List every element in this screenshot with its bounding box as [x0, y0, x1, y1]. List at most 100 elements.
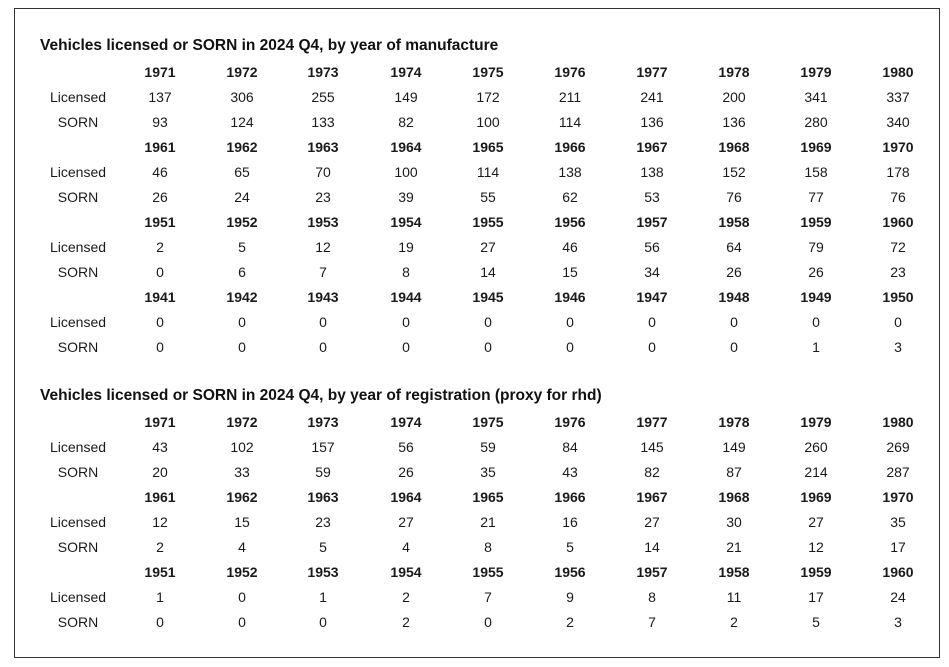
table-cell: 3 [894, 339, 902, 355]
year-header: 1955 [472, 564, 504, 580]
table-cell: 24 [234, 189, 250, 205]
table-cell: 82 [398, 114, 414, 130]
table-cell: 19 [398, 239, 414, 255]
table-cell: 14 [644, 539, 660, 555]
year-header: 1941 [144, 289, 176, 305]
year-header: 1977 [636, 64, 668, 80]
year-header: 1967 [636, 139, 668, 155]
table-cell: 0 [319, 339, 327, 355]
year-header: 1975 [472, 414, 504, 430]
year-header: 1952 [226, 214, 258, 230]
year-header: 1948 [718, 289, 750, 305]
table-cell: 0 [402, 314, 410, 330]
table-cell: 43 [152, 439, 168, 455]
year-header: 1956 [554, 214, 586, 230]
table-row: SORN 2 4 5 4 8 5 14 21 12 17 [0, 535, 949, 560]
year-header: 1975 [472, 64, 504, 80]
table-cell: 2 [402, 589, 410, 605]
table-cell: 12 [152, 514, 168, 530]
year-header: 1973 [307, 414, 339, 430]
row-label: Licensed [49, 314, 107, 330]
table-row: Licensed 0 0 0 0 0 0 0 0 0 0 [0, 310, 949, 335]
year-header-row: 1971 1972 1973 1974 1975 1976 1977 1978 1979 1980 [0, 410, 949, 435]
year-header: 1969 [800, 489, 832, 505]
table-cell: 133 [311, 114, 335, 130]
table-cell: 8 [402, 264, 410, 280]
table-cell: 4 [402, 539, 410, 555]
table-cell: 136 [640, 114, 664, 130]
table-cell: 17 [890, 539, 906, 555]
table-cell: 12 [315, 239, 331, 255]
table-cell: 27 [644, 514, 660, 530]
year-header: 1963 [307, 489, 339, 505]
table-cell: 23 [315, 189, 331, 205]
year-header: 1966 [554, 139, 586, 155]
table-cell: 46 [152, 164, 168, 180]
table-cell: 59 [480, 439, 496, 455]
table-cell: 27 [808, 514, 824, 530]
table-cell: 0 [730, 339, 738, 355]
year-header: 1951 [144, 214, 176, 230]
table-cell: 0 [730, 314, 738, 330]
table-row: Licensed 1 0 1 2 7 9 8 11 17 24 [0, 585, 949, 610]
year-header: 1976 [554, 64, 586, 80]
year-header: 1965 [472, 489, 504, 505]
table-cell: 20 [152, 464, 168, 480]
table-cell: 76 [726, 189, 742, 205]
table-cell: 102 [230, 439, 254, 455]
table-cell: 30 [726, 514, 742, 530]
table-row: SORN 0 0 0 0 0 0 0 0 1 3 [0, 335, 949, 360]
table-cell: 136 [722, 114, 746, 130]
table-cell: 53 [644, 189, 660, 205]
year-header: 1954 [390, 564, 422, 580]
table-cell: 56 [398, 439, 414, 455]
table-cell: 12 [808, 539, 824, 555]
table-cell: 241 [640, 89, 664, 105]
table-cell: 2 [156, 239, 164, 255]
table-cell: 11 [726, 589, 742, 605]
table-cell: 149 [722, 439, 746, 455]
table-cell: 0 [648, 339, 656, 355]
table-cell: 5 [812, 614, 820, 630]
table-cell: 9 [566, 589, 574, 605]
table-cell: 0 [156, 614, 164, 630]
table-cell: 211 [558, 89, 582, 105]
table-cell: 26 [808, 264, 824, 280]
table-cell: 70 [315, 164, 331, 180]
table-cell: 56 [644, 239, 660, 255]
year-header: 1957 [636, 214, 668, 230]
row-label: Licensed [49, 514, 107, 530]
year-header: 1959 [800, 214, 832, 230]
table-cell: 33 [234, 464, 250, 480]
year-header: 1965 [472, 139, 504, 155]
year-header: 1974 [390, 64, 422, 80]
table-cell: 59 [315, 464, 331, 480]
table-cell: 62 [562, 189, 578, 205]
table-cell: 137 [148, 89, 172, 105]
year-header: 1957 [636, 564, 668, 580]
table-cell: 306 [230, 89, 254, 105]
year-header: 1944 [390, 289, 422, 305]
table-cell: 65 [234, 164, 250, 180]
table-cell: 1 [319, 589, 327, 605]
table-cell: 2 [156, 539, 164, 555]
table-cell: 100 [394, 164, 418, 180]
table-cell: 21 [726, 539, 742, 555]
table-cell: 3 [894, 614, 902, 630]
year-header: 1971 [144, 414, 176, 430]
table-row: SORN 0 6 7 8 14 15 34 26 26 23 [0, 260, 949, 285]
table-cell: 0 [566, 314, 574, 330]
table-row: SORN 0 0 0 2 0 2 7 2 5 3 [0, 610, 949, 635]
table-cell: 7 [484, 589, 492, 605]
table-cell: 16 [562, 514, 578, 530]
table-cell: 14 [480, 264, 496, 280]
year-header: 1953 [307, 564, 339, 580]
year-header: 1980 [882, 64, 914, 80]
year-header: 1980 [882, 414, 914, 430]
table-cell: 2 [402, 614, 410, 630]
year-header: 1962 [226, 489, 258, 505]
year-header-row: 1961 1962 1963 1964 1965 1966 1967 1968 1969 1970 [0, 135, 949, 160]
table-cell: 2 [730, 614, 738, 630]
year-header: 1964 [390, 139, 422, 155]
year-header: 1970 [882, 489, 914, 505]
